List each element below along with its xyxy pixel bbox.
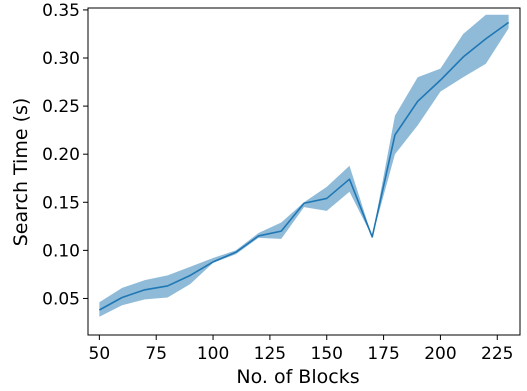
x-tick-label: 100 <box>197 344 229 364</box>
x-tick-label: 225 <box>481 344 513 364</box>
confidence-band-layer <box>99 14 509 317</box>
y-tick-label: 0.10 <box>42 241 80 261</box>
series-line-0 <box>98 21 510 311</box>
y-tick-label: 0.25 <box>42 97 80 117</box>
x-tick-label: 125 <box>254 344 286 364</box>
confidence-band-0 <box>99 14 509 317</box>
y-axis-ticks: 0.05 0.10 0.15 0.20 0.25 0.30 0.35 <box>42 1 88 309</box>
x-axis-ticks: 50 75 100 125 150 175 200 225 <box>89 335 513 364</box>
x-axis-label: No. of Blocks <box>236 366 359 387</box>
x-tick-label: 50 <box>89 344 111 364</box>
axes-frame <box>87 7 521 336</box>
x-tick-label: 200 <box>424 344 456 364</box>
series-line-layer <box>98 21 510 311</box>
y-tick-label: 0.30 <box>42 49 80 69</box>
x-tick-label: 150 <box>311 344 343 364</box>
plot-frame <box>87 7 521 336</box>
y-tick-label: 0.05 <box>42 289 80 309</box>
y-tick-label: 0.35 <box>42 1 80 21</box>
y-tick-label: 0.20 <box>42 145 80 165</box>
x-tick-label: 175 <box>367 344 399 364</box>
y-axis-label: Search Time (s) <box>10 98 32 247</box>
y-tick-label: 0.15 <box>42 193 80 213</box>
x-tick-label: 75 <box>145 344 167 364</box>
